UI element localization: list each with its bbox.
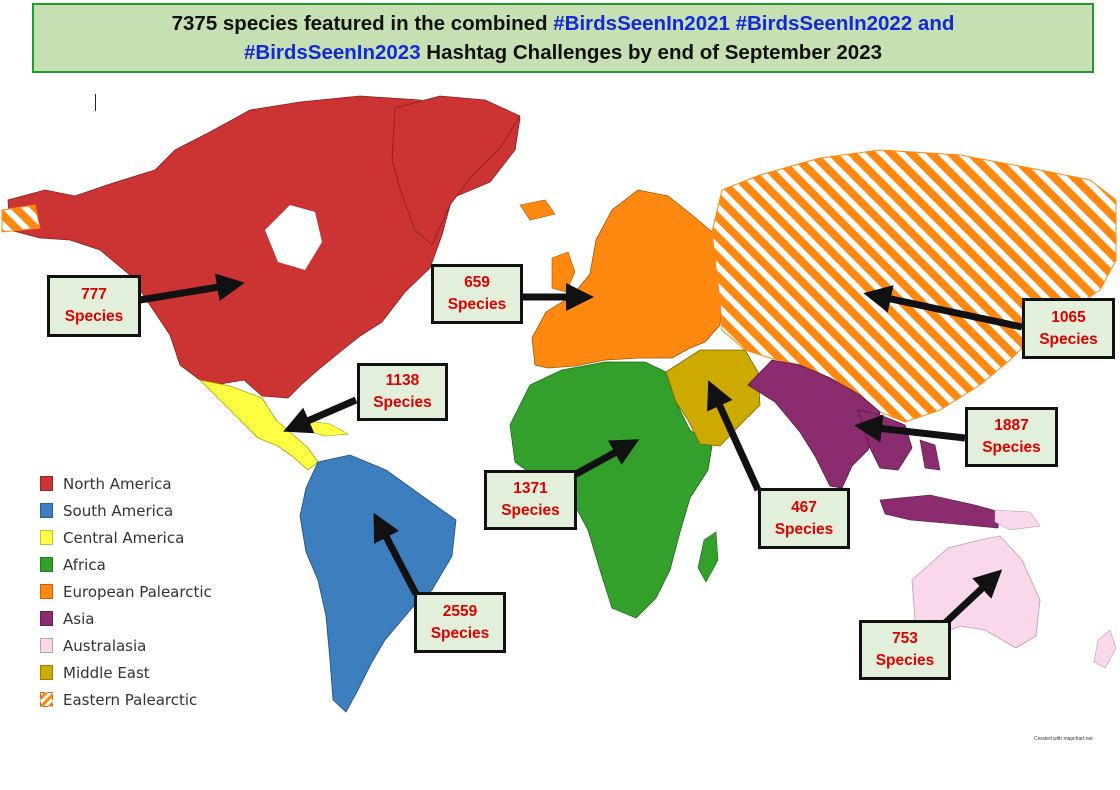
callout-unit: Species [447, 296, 507, 313]
legend-item-eastern-palearctic: Eastern Palearctic [40, 686, 212, 713]
legend-label: Asia [63, 609, 95, 628]
region-uk [551, 251, 576, 293]
arrow-south-america [373, 512, 420, 596]
legend-item-asia: Asia [40, 605, 212, 632]
text-cursor [95, 94, 96, 111]
map-title: 7375 species featured in the combined #B… [32, 3, 1094, 73]
arrow-central-america [283, 396, 358, 434]
callout-central-america: 1138 Species [357, 363, 448, 421]
pointer-arrows [139, 273, 1023, 627]
callout-count: 1138 [385, 372, 420, 389]
legend-swatch [40, 557, 53, 572]
legend-swatch [40, 638, 53, 653]
callout-south-america: 2559 Species [414, 592, 506, 653]
callout-unit: Species [430, 624, 490, 642]
region-new-guinea [994, 509, 1041, 531]
callout-middle-east: 467 Species [758, 488, 850, 549]
title-tag2: #BirdsSeenIn2023 [243, 41, 421, 64]
callout-unit: Species [1039, 330, 1098, 348]
legend-label: European Palearctic [63, 582, 212, 601]
callout-count: 1887 [994, 417, 1029, 434]
legend-item-middle-east: Middle East [40, 659, 212, 686]
callout-unit: Species [982, 439, 1041, 456]
region-indonesia [879, 494, 1001, 529]
callout-count: 659 [464, 274, 490, 291]
callout-eastern-palearctic: 1065 Species [1022, 298, 1115, 359]
region-iceland [519, 199, 556, 221]
callout-asia: 1887 Species [965, 407, 1058, 467]
callout-unit: Species [774, 520, 834, 538]
legend-label: North America [63, 474, 172, 493]
arrow-north-america [139, 273, 245, 304]
region-south-america [299, 454, 457, 713]
region-central-america [198, 379, 319, 471]
region-greenland [391, 95, 521, 246]
region-africa [509, 361, 713, 619]
region-new-zealand [1093, 629, 1117, 669]
legend-label: South America [63, 501, 174, 520]
region-north-america [7, 95, 521, 399]
legend-swatch [40, 665, 53, 680]
legend-swatch [40, 476, 53, 491]
legend-label: Middle East [63, 663, 150, 682]
callout-unit: Species [373, 394, 432, 411]
legend-item-north-america: North America [40, 470, 212, 497]
legend-label: Central America [63, 528, 185, 547]
callout-count: 467 [791, 498, 817, 516]
region-asia [747, 359, 881, 489]
legend-item-south-america: South America [40, 497, 212, 524]
legend-item-european-palearctic: European Palearctic [40, 578, 212, 605]
legend-item-africa: Africa [40, 551, 212, 578]
callout-count: 1371 [513, 480, 548, 497]
region-alaska-siberia-strip [1, 204, 41, 233]
map-credit: Created with mapchart.net [1034, 736, 1093, 742]
arrow-middle-east [707, 380, 762, 492]
callout-unit: Species [64, 308, 124, 325]
region-madagascar [697, 531, 719, 583]
title-part2: Hashtag Challenges by end of September 2… [420, 41, 882, 64]
callout-unit: Species [501, 502, 560, 519]
arrow-africa [574, 439, 640, 478]
callout-count: 753 [892, 630, 918, 647]
legend-swatch [40, 611, 53, 626]
callout-north-america: 777 Species [47, 275, 141, 337]
legend-item-australasia: Australasia [40, 632, 212, 659]
callout-africa: 1371 Species [484, 470, 577, 530]
callout-count: 2559 [442, 602, 478, 620]
legend-swatch [40, 530, 53, 545]
arrow-australasia [941, 569, 1003, 627]
callout-count: 1065 [1051, 308, 1086, 326]
hudson-bay [265, 205, 322, 270]
title-part1: 7375 species featured in the combined [171, 12, 554, 35]
map-legend: North America South America Central Amer… [40, 470, 212, 713]
region-philippines [919, 439, 941, 471]
callout-unit: Species [875, 652, 935, 669]
callout-count: 777 [81, 286, 107, 303]
legend-swatch [40, 584, 53, 599]
legend-label: Africa [63, 555, 106, 574]
legend-label: Australasia [63, 636, 147, 655]
legend-swatch [40, 503, 53, 518]
legend-item-central-america: Central America [40, 524, 212, 551]
arrow-asia [854, 414, 966, 443]
callout-australasia: 753 Species [859, 620, 951, 680]
arrow-eastern-palearctic [863, 285, 1023, 331]
title-tag1: #BirdsSeenIn2021 #BirdsSeenIn2022 and [553, 12, 955, 35]
legend-label: Eastern Palearctic [63, 690, 198, 709]
legend-swatch-striped [40, 692, 53, 707]
callout-european-palearctic: 659 Species [431, 264, 523, 324]
